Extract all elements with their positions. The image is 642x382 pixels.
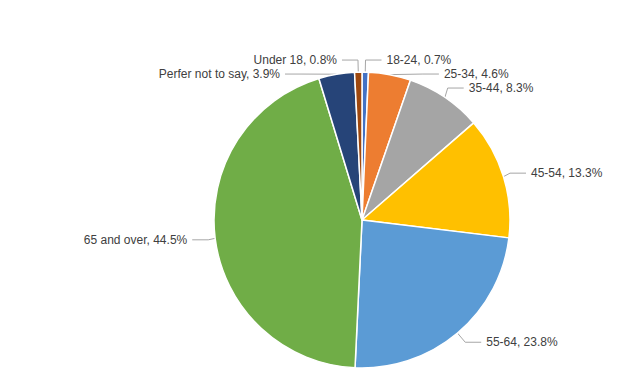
svg-text:55-64, 23.8%: 55-64, 23.8% bbox=[486, 335, 558, 349]
svg-text:35-44, 8.3%: 35-44, 8.3% bbox=[469, 81, 534, 95]
svg-text:Perfer not to say, 3.9%: Perfer not to say, 3.9% bbox=[159, 67, 281, 81]
svg-text:45-54, 13.3%: 45-54, 13.3% bbox=[531, 166, 603, 180]
svg-text:18-24, 0.7%: 18-24, 0.7% bbox=[387, 53, 452, 67]
svg-text:Under 18, 0.8%: Under 18, 0.8% bbox=[254, 53, 338, 67]
svg-text:25-34, 4.6%: 25-34, 4.6% bbox=[444, 67, 509, 81]
svg-text:65 and over, 44.5%: 65 and over, 44.5% bbox=[84, 233, 188, 247]
